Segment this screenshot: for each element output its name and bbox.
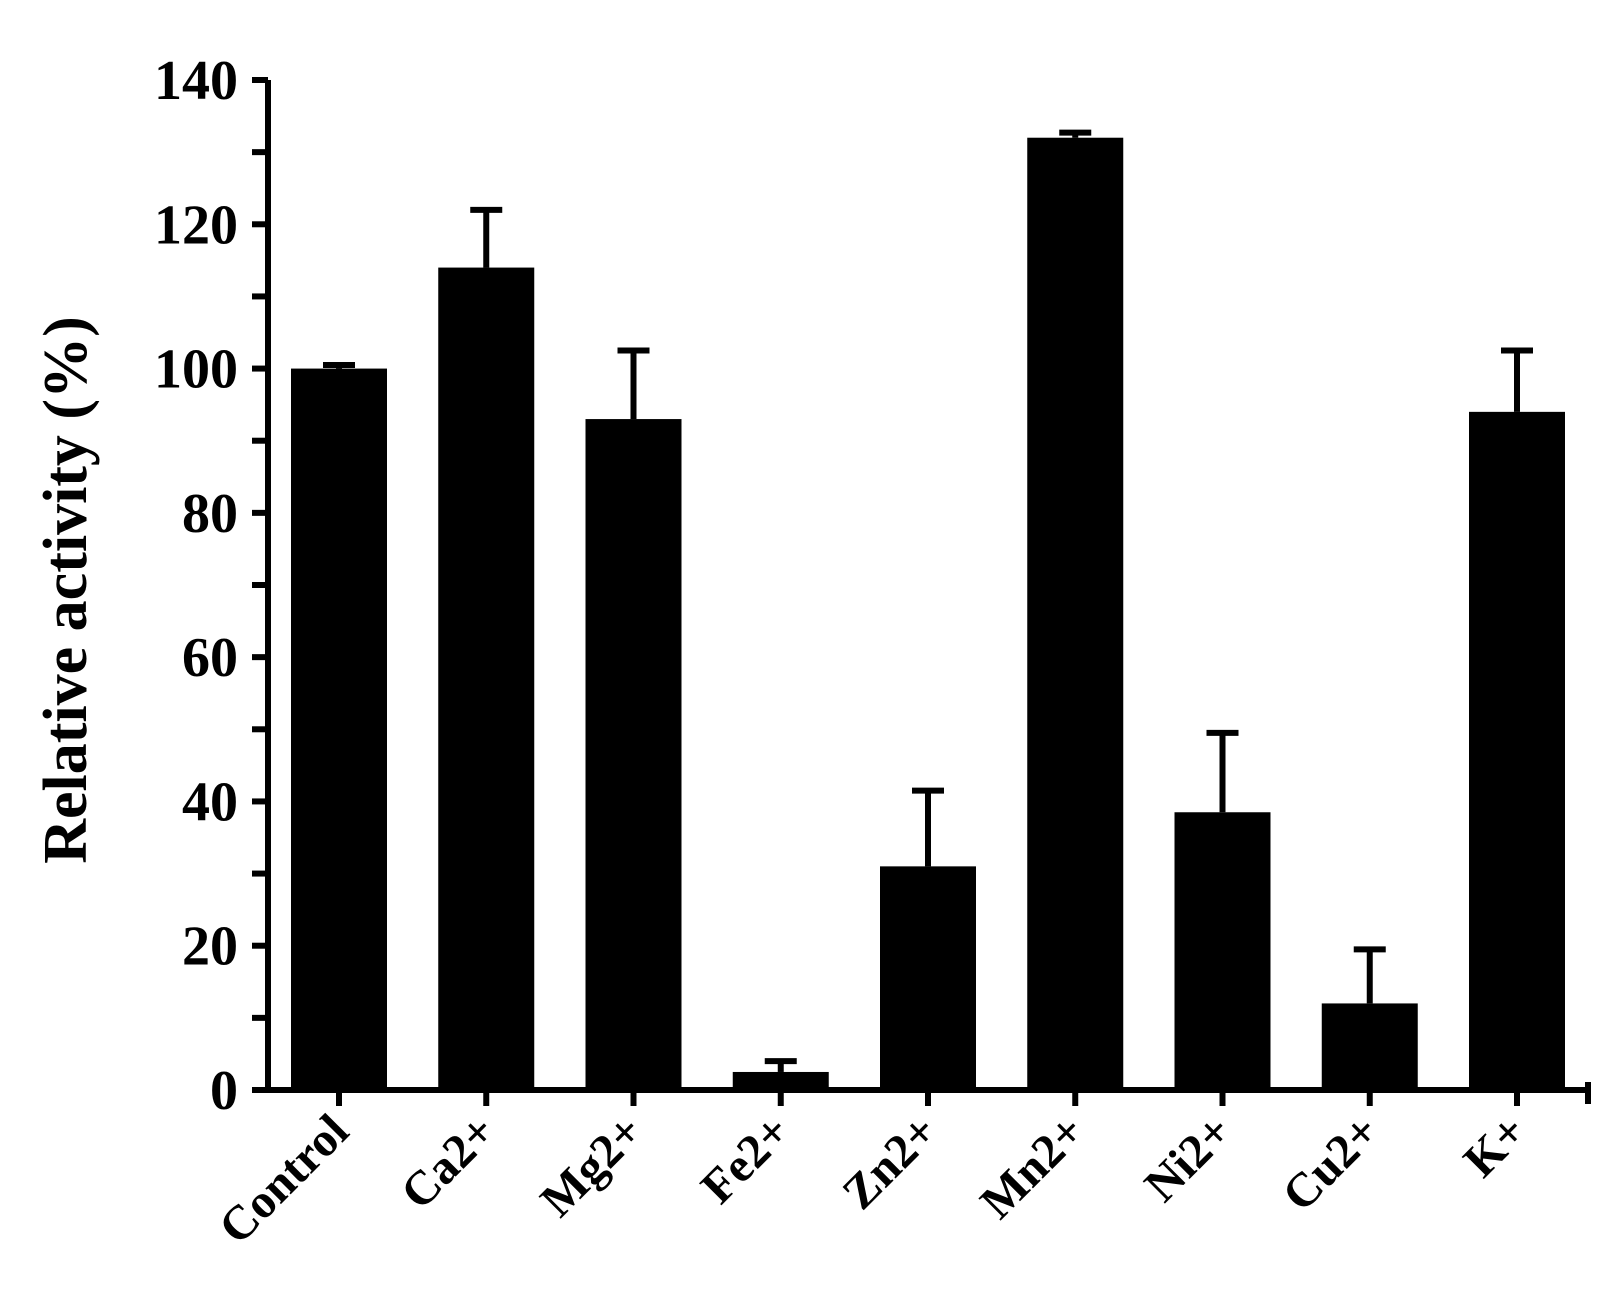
y-tick-label-20: 20 [182, 916, 238, 978]
x-tick-label-7: Cu2+ [1272, 1104, 1389, 1221]
bars-group [291, 137, 1565, 1091]
y-axis: 0 20 40 60 80 100 120 140 [154, 50, 271, 1122]
bar-1 [438, 267, 535, 1091]
x-tick-label-3: Fe2+ [691, 1104, 801, 1214]
x-tick-label-8: K+ [1454, 1104, 1537, 1187]
y-tick-label-140: 140 [154, 50, 238, 112]
y-axis-title: Relative activity (%) [32, 316, 100, 863]
x-tick-label-5: Mn2+ [970, 1104, 1095, 1229]
bar-4 [880, 866, 976, 1090]
x-tick-label-4: Zn2+ [832, 1104, 947, 1219]
y-tick-label-120: 120 [154, 194, 238, 256]
bar-3 [732, 1071, 829, 1090]
bar-0 [291, 368, 387, 1091]
x-tick-label-1: Ca2+ [391, 1104, 506, 1219]
bar-7 [1321, 1003, 1418, 1090]
x-axis: Control Ca2+ Mg2+ Fe2+ Zn2+ Mn2+ Ni2+ Cu2+ K+ [209, 1082, 1591, 1254]
bar-5 [1027, 137, 1124, 1090]
y-tick-label-40: 40 [182, 771, 238, 833]
x-tick-label-2: Mg2+ [530, 1104, 653, 1227]
y-tick-label-80: 80 [182, 483, 238, 545]
x-tick-label-0: Control [209, 1104, 359, 1254]
bar-6 [1174, 812, 1271, 1090]
y-tick-label-100: 100 [154, 339, 238, 401]
y-tick-label-60: 60 [182, 627, 238, 689]
x-tick-label-6: Ni2+ [1135, 1104, 1243, 1212]
y-tick-label-0: 0 [210, 1060, 238, 1122]
bar-2 [585, 419, 682, 1091]
bar-8 [1469, 411, 1565, 1090]
error-bars-group [323, 129, 1533, 1072]
